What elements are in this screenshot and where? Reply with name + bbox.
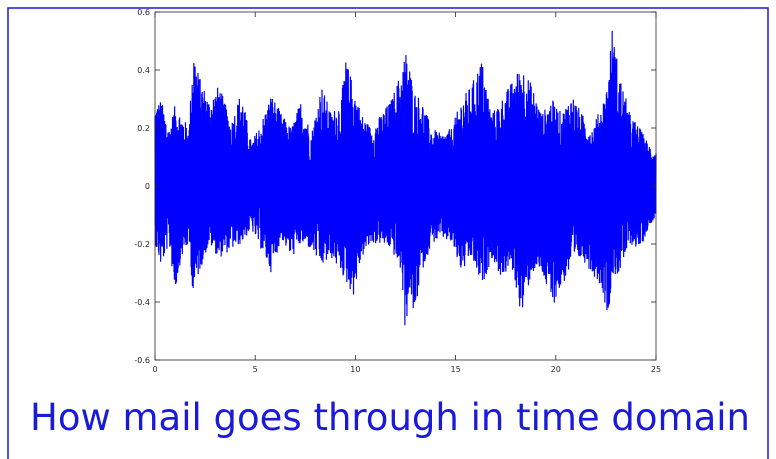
signal-layer (154, 31, 657, 326)
frame-border (7, 7, 769, 459)
x-tick-label: 0 (152, 365, 157, 374)
y-tick-label: 0.6 (137, 8, 150, 17)
x-tick-label: 20 (551, 365, 561, 374)
x-tick-label: 15 (451, 365, 461, 374)
y-tick-label: 0.4 (137, 66, 150, 75)
slide-caption: How mail goes through in time domain (30, 396, 751, 439)
y-tick-label: 0 (145, 182, 150, 191)
signal-line (154, 31, 657, 326)
signal-core-band (155, 165, 656, 207)
x-tick-label: 5 (253, 365, 258, 374)
y-tick-label: -0.2 (134, 240, 150, 249)
y-tick-label: 0.2 (137, 124, 150, 133)
x-tick-label: 10 (350, 365, 360, 374)
axes-layer: 0 5 10 15 20 25 -0.6 -0.4 -0.2 0 0.2 0.4 0.6 (134, 8, 661, 374)
y-tick-label: -0.4 (134, 298, 150, 307)
x-tick-label: 25 (651, 365, 661, 374)
y-tick-label: -0.6 (134, 356, 150, 365)
